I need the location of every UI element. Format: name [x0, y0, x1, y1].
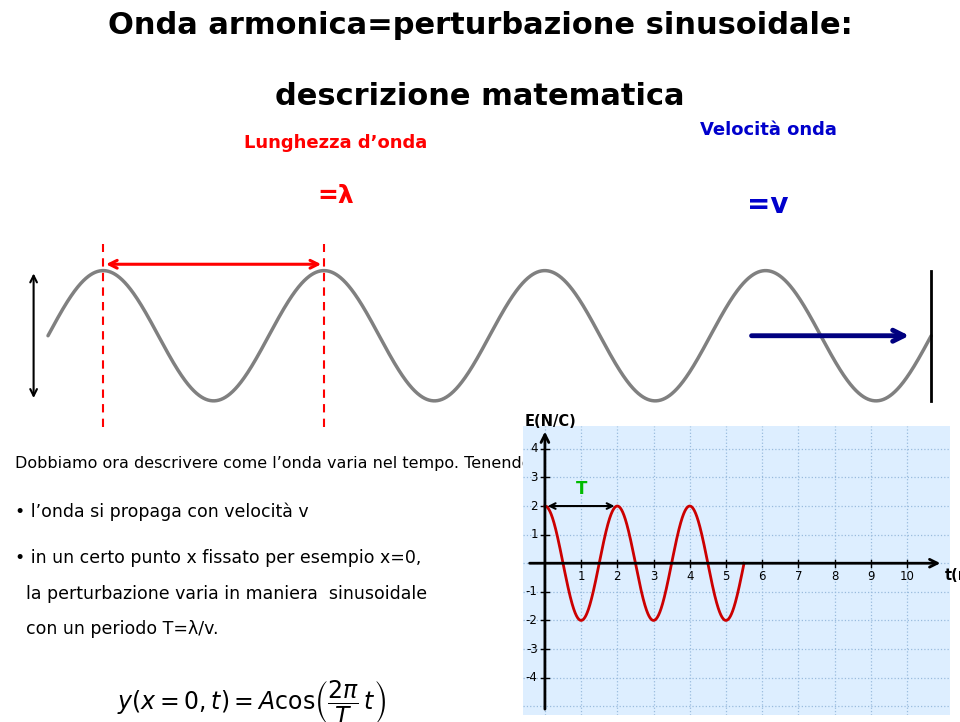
Text: 7: 7 — [795, 570, 803, 583]
Text: 9: 9 — [867, 570, 875, 583]
Text: E(N/C): E(N/C) — [525, 414, 577, 429]
Text: -3: -3 — [526, 643, 538, 656]
Text: 6: 6 — [758, 570, 766, 583]
Text: 2: 2 — [613, 570, 621, 583]
Text: con un periodo T=λ/v.: con un periodo T=λ/v. — [15, 620, 219, 638]
Text: t(ns): t(ns) — [945, 567, 960, 583]
Text: 1: 1 — [530, 528, 538, 541]
Text: T: T — [575, 480, 587, 498]
Text: 2: 2 — [530, 500, 538, 513]
Text: 4: 4 — [686, 570, 693, 583]
Text: =λ: =λ — [318, 184, 354, 208]
Text: 1: 1 — [577, 570, 585, 583]
Text: 4: 4 — [530, 443, 538, 456]
Text: Onda armonica=perturbazione sinusoidale:: Onda armonica=perturbazione sinusoidale: — [108, 11, 852, 40]
Text: • l’onda si propaga con velocità v: • l’onda si propaga con velocità v — [15, 503, 308, 521]
Text: descrizione matematica: descrizione matematica — [276, 82, 684, 111]
Text: • in un certo punto x fissato per esempio x=0,: • in un certo punto x fissato per esempi… — [15, 549, 421, 567]
Text: 3: 3 — [530, 471, 538, 484]
Text: 5: 5 — [722, 570, 730, 583]
Text: $y(x=0,t) = A\cos\!\left(\dfrac{2\pi}{T}\,t\right)$: $y(x=0,t) = A\cos\!\left(\dfrac{2\pi}{T}… — [117, 678, 386, 722]
Text: 3: 3 — [650, 570, 658, 583]
Text: Dobbiamo ora descrivere come l’onda varia nel tempo. Tenendo conto che:: Dobbiamo ora descrivere come l’onda vari… — [15, 456, 621, 471]
Text: 10: 10 — [900, 570, 914, 583]
Text: 8: 8 — [830, 570, 838, 583]
Text: Lunghezza d’onda: Lunghezza d’onda — [245, 134, 427, 152]
Text: Velocità onda: Velocità onda — [700, 121, 836, 139]
Text: =v: =v — [747, 191, 789, 219]
Text: -1: -1 — [526, 586, 538, 599]
Text: la perturbazione varia in maniera  sinusoidale: la perturbazione varia in maniera sinuso… — [15, 585, 427, 603]
Text: -2: -2 — [526, 614, 538, 627]
Text: -4: -4 — [526, 671, 538, 684]
